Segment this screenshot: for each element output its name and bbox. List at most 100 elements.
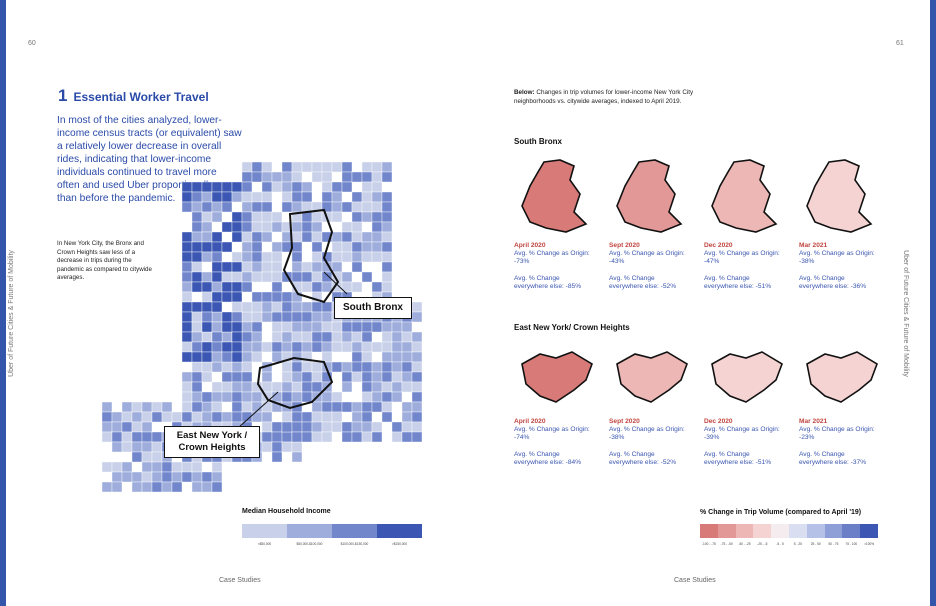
trip-legend-swatch [806,524,825,538]
income-legend-bar [242,524,422,538]
income-legend-label: >$150,000 [391,542,408,546]
map-cell [231,271,243,283]
map-cell [311,361,323,373]
map-cell [321,421,333,433]
map-cell [331,241,343,253]
map-cell [221,201,233,213]
map-cell [291,321,303,333]
map-cell [191,221,203,233]
map-cell [221,331,233,343]
map-cell [411,401,422,413]
map-cell [321,431,333,443]
map-cell [141,441,153,453]
map-cell [331,361,343,373]
map-cell [381,251,393,263]
map-cell [311,171,323,183]
map-cell [271,331,283,343]
map-cell [251,251,263,263]
map-cell [101,401,113,413]
map-cell [321,331,333,343]
map-cell [141,411,153,423]
map-cell [131,441,143,453]
map-cell [191,201,203,213]
map-cell [281,291,293,303]
map-cell [371,241,383,253]
map-cell [341,201,353,213]
map-cell [181,251,193,263]
neighborhood-thumbnail-map [616,159,683,233]
map-cell [191,471,203,483]
map-cell [201,471,213,483]
map-cell [251,311,263,323]
map-cell [211,331,223,343]
intro-bold: Below: [514,89,535,96]
map-cell [291,451,303,463]
map-cell [151,481,163,493]
origin-label: Avg. % Change as Origin: [704,426,780,434]
map-cell [371,221,383,233]
map-cell [361,231,373,243]
map-cell [191,181,203,193]
map-cell [291,361,303,373]
map-cell [291,251,303,263]
map-cell [371,251,383,263]
map-cell [261,251,273,263]
map-cell [381,371,393,383]
map-cell [411,381,422,393]
map-cell [151,411,163,423]
map-cell [371,191,383,203]
map-cell [351,171,363,183]
map-cell [361,162,373,173]
map-cell [281,361,293,373]
map-cell [121,431,133,443]
map-cell [211,481,223,493]
month-label: Mar 2021 [799,242,828,249]
map-cell [341,231,353,243]
map-cell [261,301,273,313]
map-cell [241,201,253,213]
map-cell [221,321,233,333]
map-cell [211,341,223,353]
map-cell [371,171,383,183]
map-cell [111,441,123,453]
map-cell [181,301,193,313]
map-cell [361,341,373,353]
map-cell [211,461,223,473]
map-cell [381,351,393,363]
lead-paragraph: In most of the cities analyzed, lower-in… [57,115,242,204]
else-label: Avg. % Change [704,274,750,282]
map-cell [221,341,233,353]
map-cell [331,162,343,173]
map-cell [341,181,353,193]
section-heading: 1 Essential Worker Travel [58,86,209,106]
map-cell [211,321,223,333]
map-cell [311,211,323,223]
map-cell [351,261,363,273]
map-cell [211,291,223,303]
else-value: everywhere else: -84% [514,458,582,466]
map-cell [131,401,143,413]
origin-label: Avg. % Change as Origin: [704,250,780,258]
map-cell [351,241,363,253]
map-cell [301,331,313,343]
map-cell [351,191,363,203]
map-cell [411,331,422,343]
map-cell [231,381,243,393]
origin-label: Avg. % Change as Origin: [609,426,685,434]
map-cell [251,301,263,313]
map-cell [241,211,253,223]
map-cell [131,411,143,423]
map-cell [291,311,303,323]
change-stats-block: Dec 2020 Avg. % Change as Origin: -39% Avg.… [704,418,796,467]
map-cell [351,231,363,243]
map-cell [261,421,273,433]
map-cell [211,301,223,313]
map-cell [211,191,223,203]
map-cell [251,241,263,253]
map-cell [391,351,403,363]
map-cell [221,391,233,403]
section-title: Essential Worker Travel [73,90,209,104]
origin-value: -73% [514,258,530,266]
map-cell [261,231,273,243]
map-cell [391,361,403,373]
